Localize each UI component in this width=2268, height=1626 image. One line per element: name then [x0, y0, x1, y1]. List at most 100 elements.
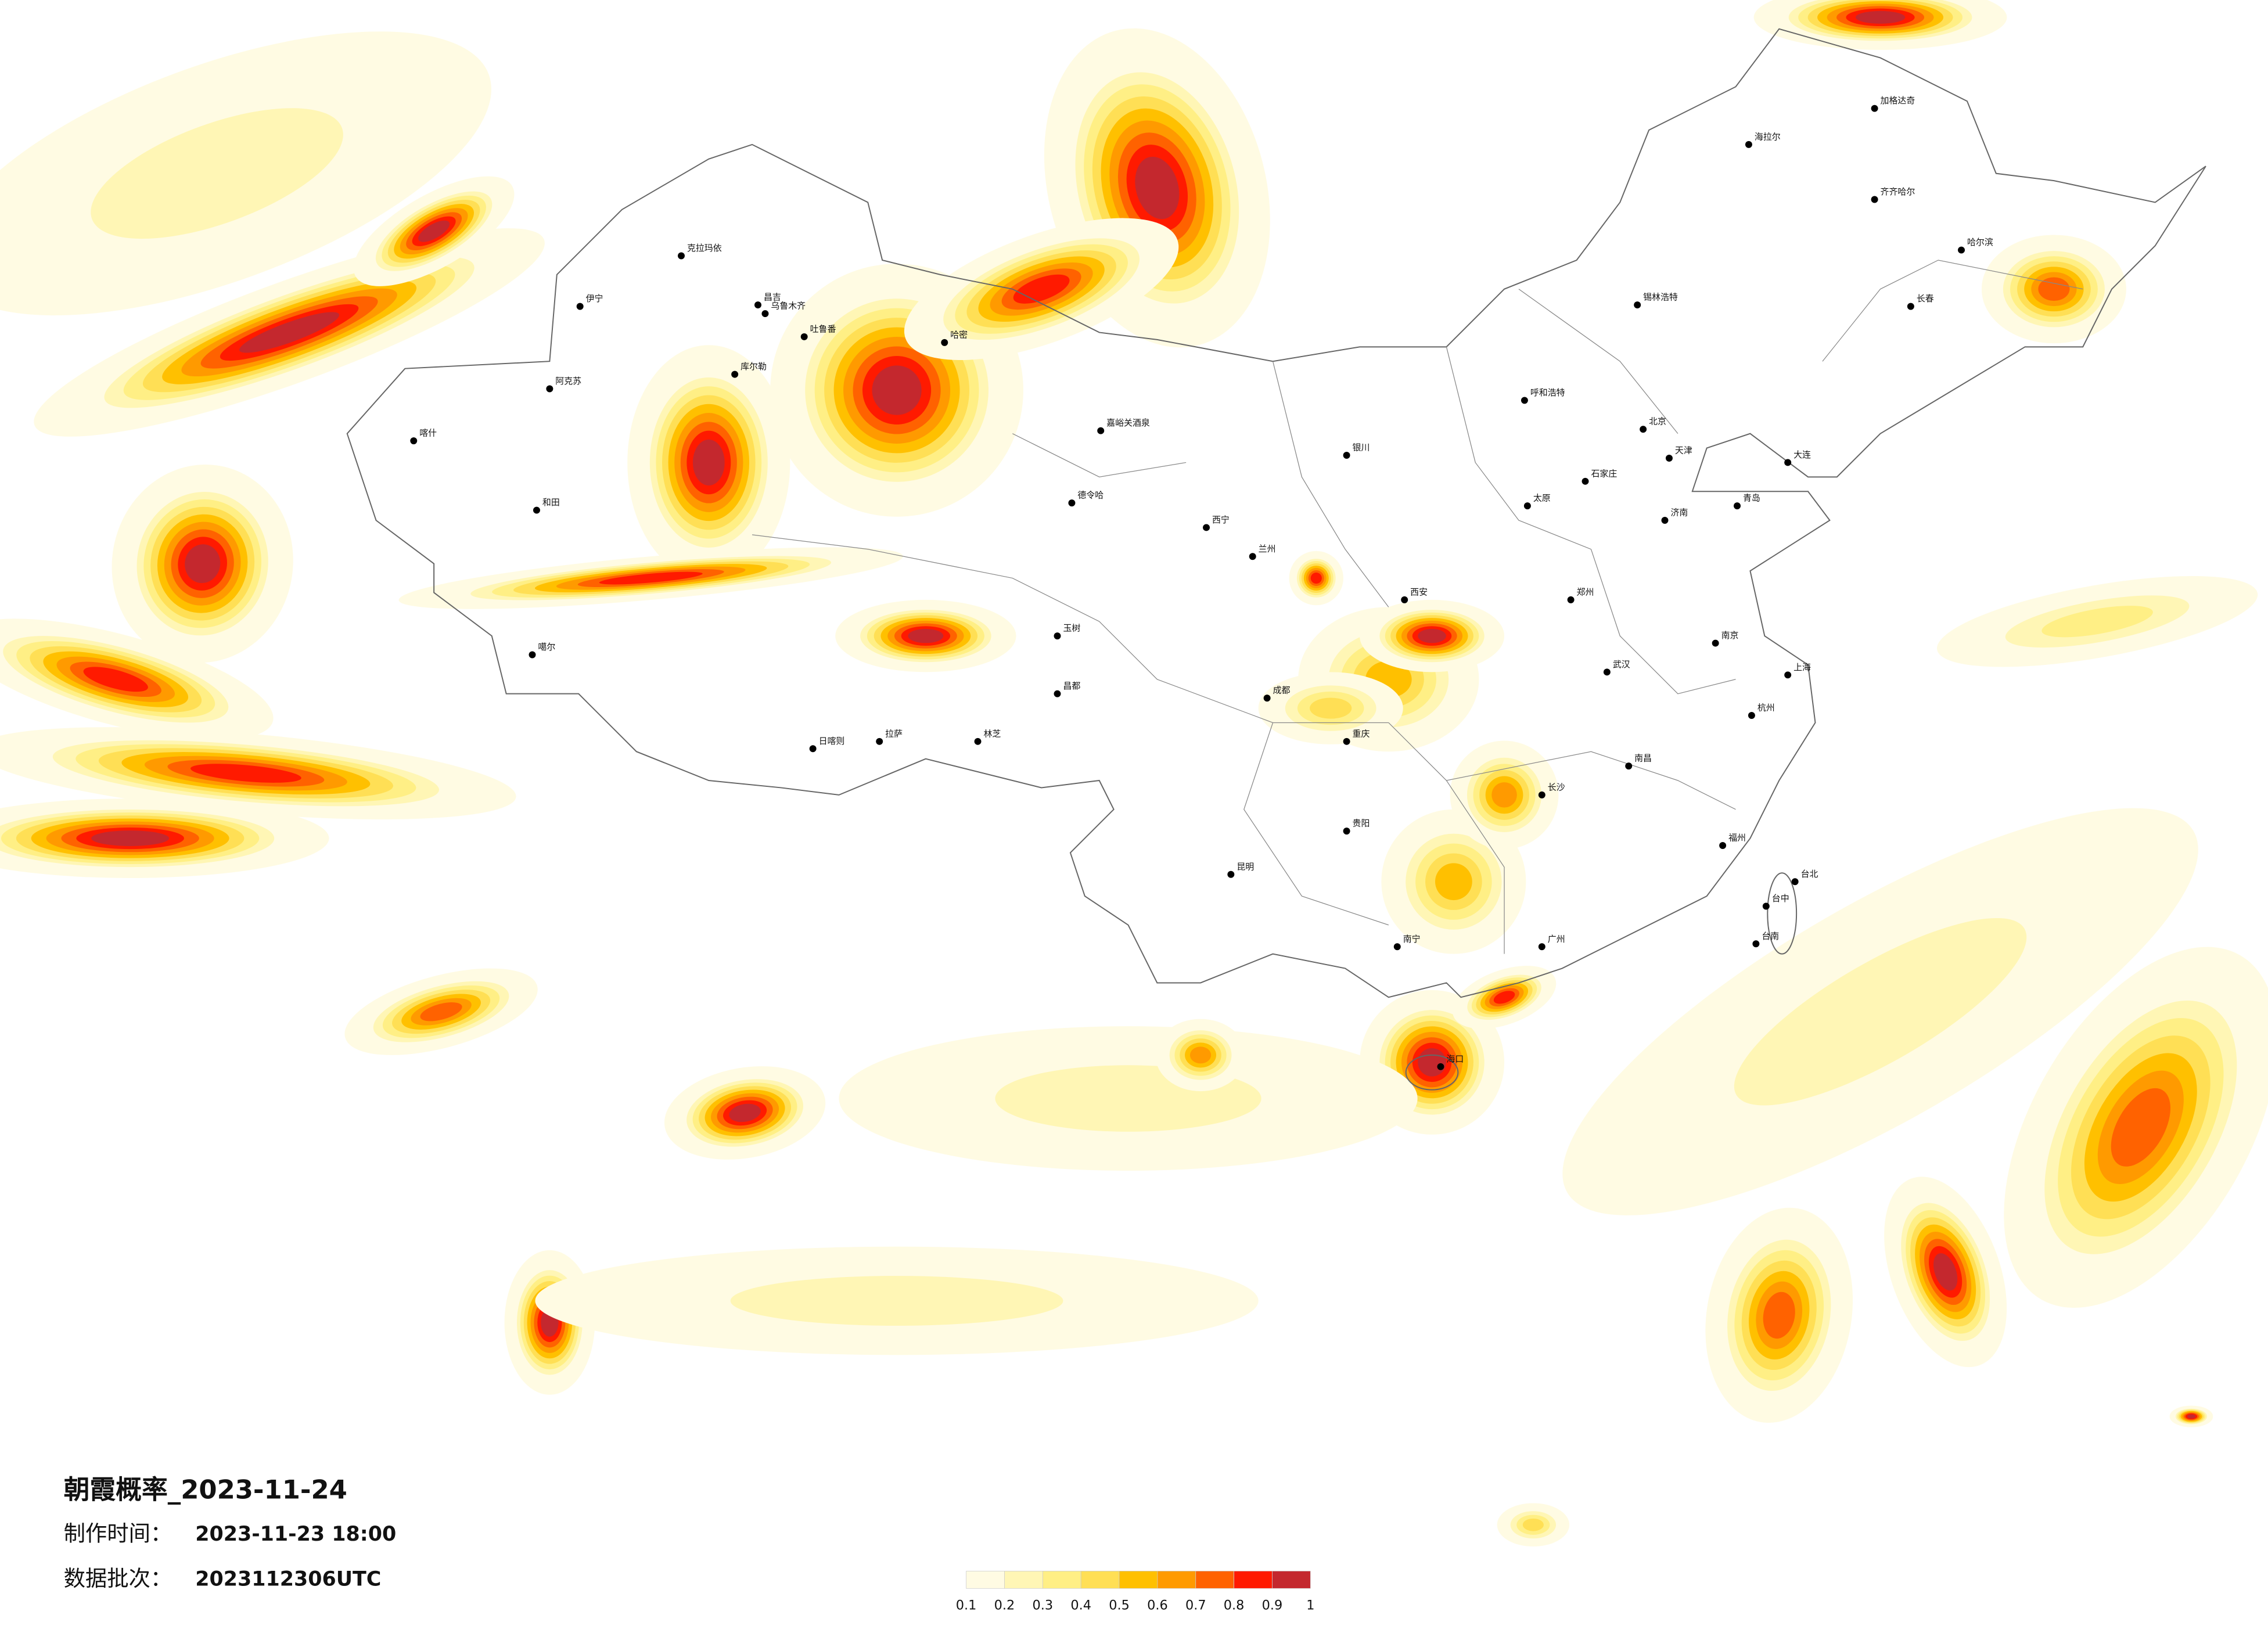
city-dot — [1752, 940, 1760, 948]
city-dot — [1068, 499, 1076, 507]
probability-area — [872, 365, 922, 415]
legend-tick-label: 0.5 — [1109, 1598, 1130, 1613]
city-dot — [1748, 712, 1755, 719]
probability-area — [2111, 1088, 2170, 1167]
legend-tick-label: 1 — [1306, 1598, 1314, 1613]
city-dot — [1263, 695, 1271, 702]
city-label: 和田 — [542, 497, 560, 508]
city-dot — [1521, 397, 1528, 404]
probability-area — [1493, 991, 1515, 1004]
legend-swatch — [1157, 1571, 1196, 1589]
city-label: 哈尔滨 — [1967, 237, 1993, 247]
city-label: 长沙 — [1548, 782, 1565, 792]
city-dot — [1538, 791, 1545, 798]
hainan — [1405, 1054, 1459, 1091]
probability-area — [2038, 277, 2070, 301]
city-label: 太原 — [1533, 493, 1551, 503]
probability-area — [239, 312, 340, 353]
city-label: 吐鲁番 — [810, 323, 836, 334]
city-label: 成都 — [1273, 685, 1291, 696]
city-dot — [1343, 738, 1350, 745]
probability-area — [418, 220, 450, 242]
probability-area — [730, 1276, 1063, 1326]
city-dot — [1661, 517, 1669, 524]
city-dot — [1791, 878, 1799, 886]
city-dot — [1907, 303, 1914, 310]
city-label: 加格达奇 — [1881, 95, 1915, 106]
legend-tick-label: 0.7 — [1185, 1598, 1206, 1613]
taiwan — [1767, 872, 1798, 955]
city-dot — [1719, 842, 1727, 849]
probability-area — [1189, 1046, 1212, 1064]
probability-area — [1435, 863, 1472, 901]
probability-field — [0, 0, 2268, 1547]
legend-tick-label: 0.9 — [1262, 1598, 1283, 1613]
city-label: 乌鲁木齐 — [771, 301, 806, 311]
city-label: 北京 — [1649, 416, 1666, 427]
city-dot — [1227, 870, 1235, 878]
city-dot — [731, 370, 739, 378]
city-label: 西宁 — [1212, 515, 1230, 525]
city-label: 石家庄 — [1591, 468, 1617, 479]
probability-area — [185, 544, 221, 584]
probability-area — [1855, 10, 1906, 24]
city-dot — [754, 301, 761, 309]
city-dot — [533, 506, 540, 514]
probability-area — [191, 764, 301, 783]
city-dot — [1762, 902, 1770, 910]
city-dot — [1871, 105, 1878, 112]
legend-swatch — [1272, 1571, 1311, 1589]
city-label: 台中 — [1772, 893, 1789, 904]
probability-area — [1310, 697, 1352, 719]
city-dot — [800, 333, 808, 340]
city-label: 南昌 — [1634, 753, 1652, 764]
production-time-label: 制作时间： — [64, 1521, 172, 1546]
legend-tick-label: 0.2 — [994, 1598, 1015, 1613]
city-dot — [1437, 1063, 1444, 1070]
city-dot — [1343, 828, 1350, 835]
city-dot — [529, 651, 536, 659]
city-label: 齐齐哈尔 — [1881, 186, 1915, 197]
city-dot — [809, 745, 817, 753]
city-dot — [576, 303, 584, 310]
city-dot — [1634, 301, 1641, 309]
probability-area — [1491, 782, 1517, 808]
city-dot — [1393, 943, 1401, 951]
city-label: 海拉尔 — [1755, 131, 1781, 142]
legend-tick-label: 0.4 — [1070, 1598, 1091, 1613]
probability-area — [83, 667, 148, 692]
legend-swatch — [1119, 1571, 1158, 1589]
city-label: 哈密 — [950, 329, 968, 340]
province-borders — [752, 260, 2083, 954]
probability-area — [1522, 1518, 1544, 1531]
city-label: 呼和浩特 — [1530, 387, 1565, 398]
legend-swatch — [1042, 1571, 1081, 1589]
batch-label: 数据批次： — [64, 1566, 172, 1591]
city-label: 昆明 — [1237, 861, 1254, 872]
probability-area — [2041, 606, 2153, 638]
city-label: 大连 — [1793, 449, 1811, 460]
city-dot — [1203, 524, 1210, 531]
city-dot — [1582, 477, 1589, 485]
city-label: 济南 — [1670, 508, 1688, 518]
legend-swatch — [966, 1571, 1005, 1589]
city-label: 长春 — [1917, 293, 1934, 304]
city-dot — [678, 252, 685, 260]
city-dot — [974, 738, 982, 745]
production-time: 2023-11-23 18:00 — [195, 1523, 396, 1546]
legend-tick-label: 0.8 — [1224, 1598, 1245, 1613]
city-label: 贵阳 — [1353, 818, 1370, 829]
legend-tick-label: 0.6 — [1147, 1598, 1168, 1613]
probability-area — [1933, 1253, 1958, 1291]
probability-area — [91, 108, 343, 239]
city-dot — [876, 738, 883, 745]
city-dot — [1665, 455, 1673, 462]
city-label: 福州 — [1728, 833, 1746, 843]
probability-area — [729, 1103, 761, 1123]
city-label: 兰州 — [1259, 544, 1276, 554]
city-dot — [1871, 196, 1878, 203]
city-label: 杭州 — [1757, 703, 1775, 713]
city-label: 天津 — [1675, 445, 1692, 456]
